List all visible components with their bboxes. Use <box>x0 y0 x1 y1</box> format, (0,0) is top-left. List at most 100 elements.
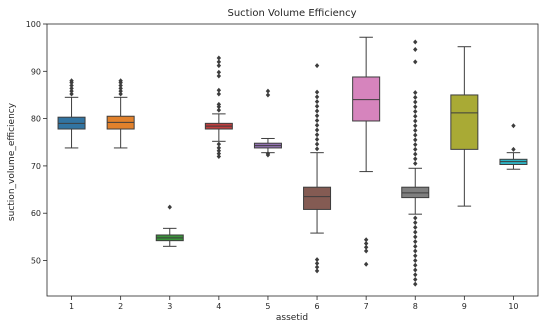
outlier-point <box>314 113 320 119</box>
outlier-point <box>314 141 320 147</box>
outlier-point <box>363 261 369 267</box>
outlier-point <box>413 262 418 268</box>
outlier-point <box>118 88 123 94</box>
outlier-point <box>314 99 320 105</box>
outlier-point <box>413 94 418 100</box>
outlier-point <box>413 109 418 115</box>
x-axis-label: assetid <box>276 313 308 323</box>
outlier-point <box>413 258 418 264</box>
y-axis-ticks: 50 60 70 80 90 100 <box>26 20 47 266</box>
box-group-asset-3 <box>155 204 184 247</box>
box-group-asset-6 <box>303 63 332 274</box>
outlier-point <box>363 244 369 250</box>
outlier-point <box>216 69 222 75</box>
outlier-point <box>363 237 369 243</box>
outlier-point <box>314 94 320 100</box>
x-tick-label: 2 <box>118 302 123 311</box>
box-body <box>303 186 332 210</box>
outlier-point <box>413 146 418 152</box>
outlier-point <box>118 91 123 97</box>
outlier-point <box>413 118 418 124</box>
outlier-point <box>413 59 418 65</box>
outlier-point <box>69 85 74 91</box>
outlier-point <box>413 234 418 240</box>
outlier-point <box>69 91 74 97</box>
outlier-point <box>216 87 222 93</box>
outlier-point <box>413 123 418 129</box>
outlier-point <box>413 248 418 254</box>
outlier-point <box>314 118 320 124</box>
outlier-point <box>265 151 271 157</box>
outlier-point <box>314 257 320 263</box>
outlier-point <box>314 108 320 114</box>
x-tick-label: 5 <box>265 302 270 311</box>
outlier-point <box>265 88 271 94</box>
outlier-point <box>413 99 418 105</box>
outlier-point <box>314 146 320 152</box>
outlier-point <box>314 103 320 109</box>
x-tick-label: 1 <box>69 302 74 311</box>
outlier-point <box>216 63 222 69</box>
outlier-point <box>413 156 418 162</box>
outlier-point <box>413 151 418 157</box>
y-tick-label: 60 <box>31 209 41 218</box>
box-group-asset-10 <box>499 123 528 170</box>
x-tick-label: 9 <box>462 302 467 311</box>
outlier-point <box>216 107 222 113</box>
outlier-point <box>216 153 222 159</box>
outlier-point <box>216 141 222 147</box>
outlier-point <box>216 91 222 97</box>
outlier-point <box>167 204 172 210</box>
outlier-point <box>216 55 222 61</box>
box-group-asset-5 <box>253 88 282 158</box>
chart-title: Suction Volume Efficiency <box>227 8 356 19</box>
outlier-point <box>314 63 320 69</box>
x-axis-ticks: 1 2 3 4 5 6 7 8 9 10 <box>69 296 519 311</box>
box-body <box>450 94 479 150</box>
outlier-point <box>363 240 369 246</box>
box-group-asset-2 <box>106 78 135 149</box>
outlier-point <box>69 78 74 84</box>
outlier-point <box>413 113 418 119</box>
outlier-point <box>413 272 418 278</box>
outlier-point <box>413 132 418 138</box>
x-tick-label: 6 <box>315 302 320 311</box>
y-tick-label: 80 <box>31 115 41 124</box>
outlier-point <box>216 59 222 65</box>
outlier-point <box>413 224 418 230</box>
outlier-point <box>413 47 418 53</box>
outlier-point <box>314 260 320 266</box>
outlier-point <box>413 104 418 110</box>
y-tick-label: 50 <box>31 257 41 266</box>
box-group-asset-1 <box>57 78 86 149</box>
outlier-point <box>413 127 418 133</box>
outlier-point <box>314 89 320 95</box>
outlier-point <box>314 136 320 142</box>
box-group-asset-4 <box>204 55 233 159</box>
y-tick-label: 90 <box>31 67 41 76</box>
outlier-point <box>265 92 271 98</box>
outlier-point <box>118 85 123 91</box>
outlier-point <box>314 127 320 133</box>
x-tick-label: 4 <box>216 302 221 311</box>
box-group-asset-7 <box>352 36 381 267</box>
outlier-point <box>413 243 418 249</box>
outlier-point <box>413 90 418 96</box>
outlier-point <box>216 151 222 157</box>
box-group-asset-8 <box>401 39 430 287</box>
outlier-point <box>118 82 123 88</box>
outlier-point <box>314 122 320 128</box>
x-tick-label: 8 <box>413 302 418 311</box>
outlier-point <box>314 132 320 138</box>
outlier-point <box>413 239 418 245</box>
outlier-point <box>413 137 418 143</box>
outlier-point <box>413 220 418 226</box>
y-axis-label: suction_volume_efficiency <box>7 102 17 221</box>
outlier-point <box>413 281 418 287</box>
outlier-point <box>69 82 74 88</box>
box-series <box>57 36 528 287</box>
x-tick-label: 10 <box>508 302 518 311</box>
outlier-point <box>413 161 418 167</box>
